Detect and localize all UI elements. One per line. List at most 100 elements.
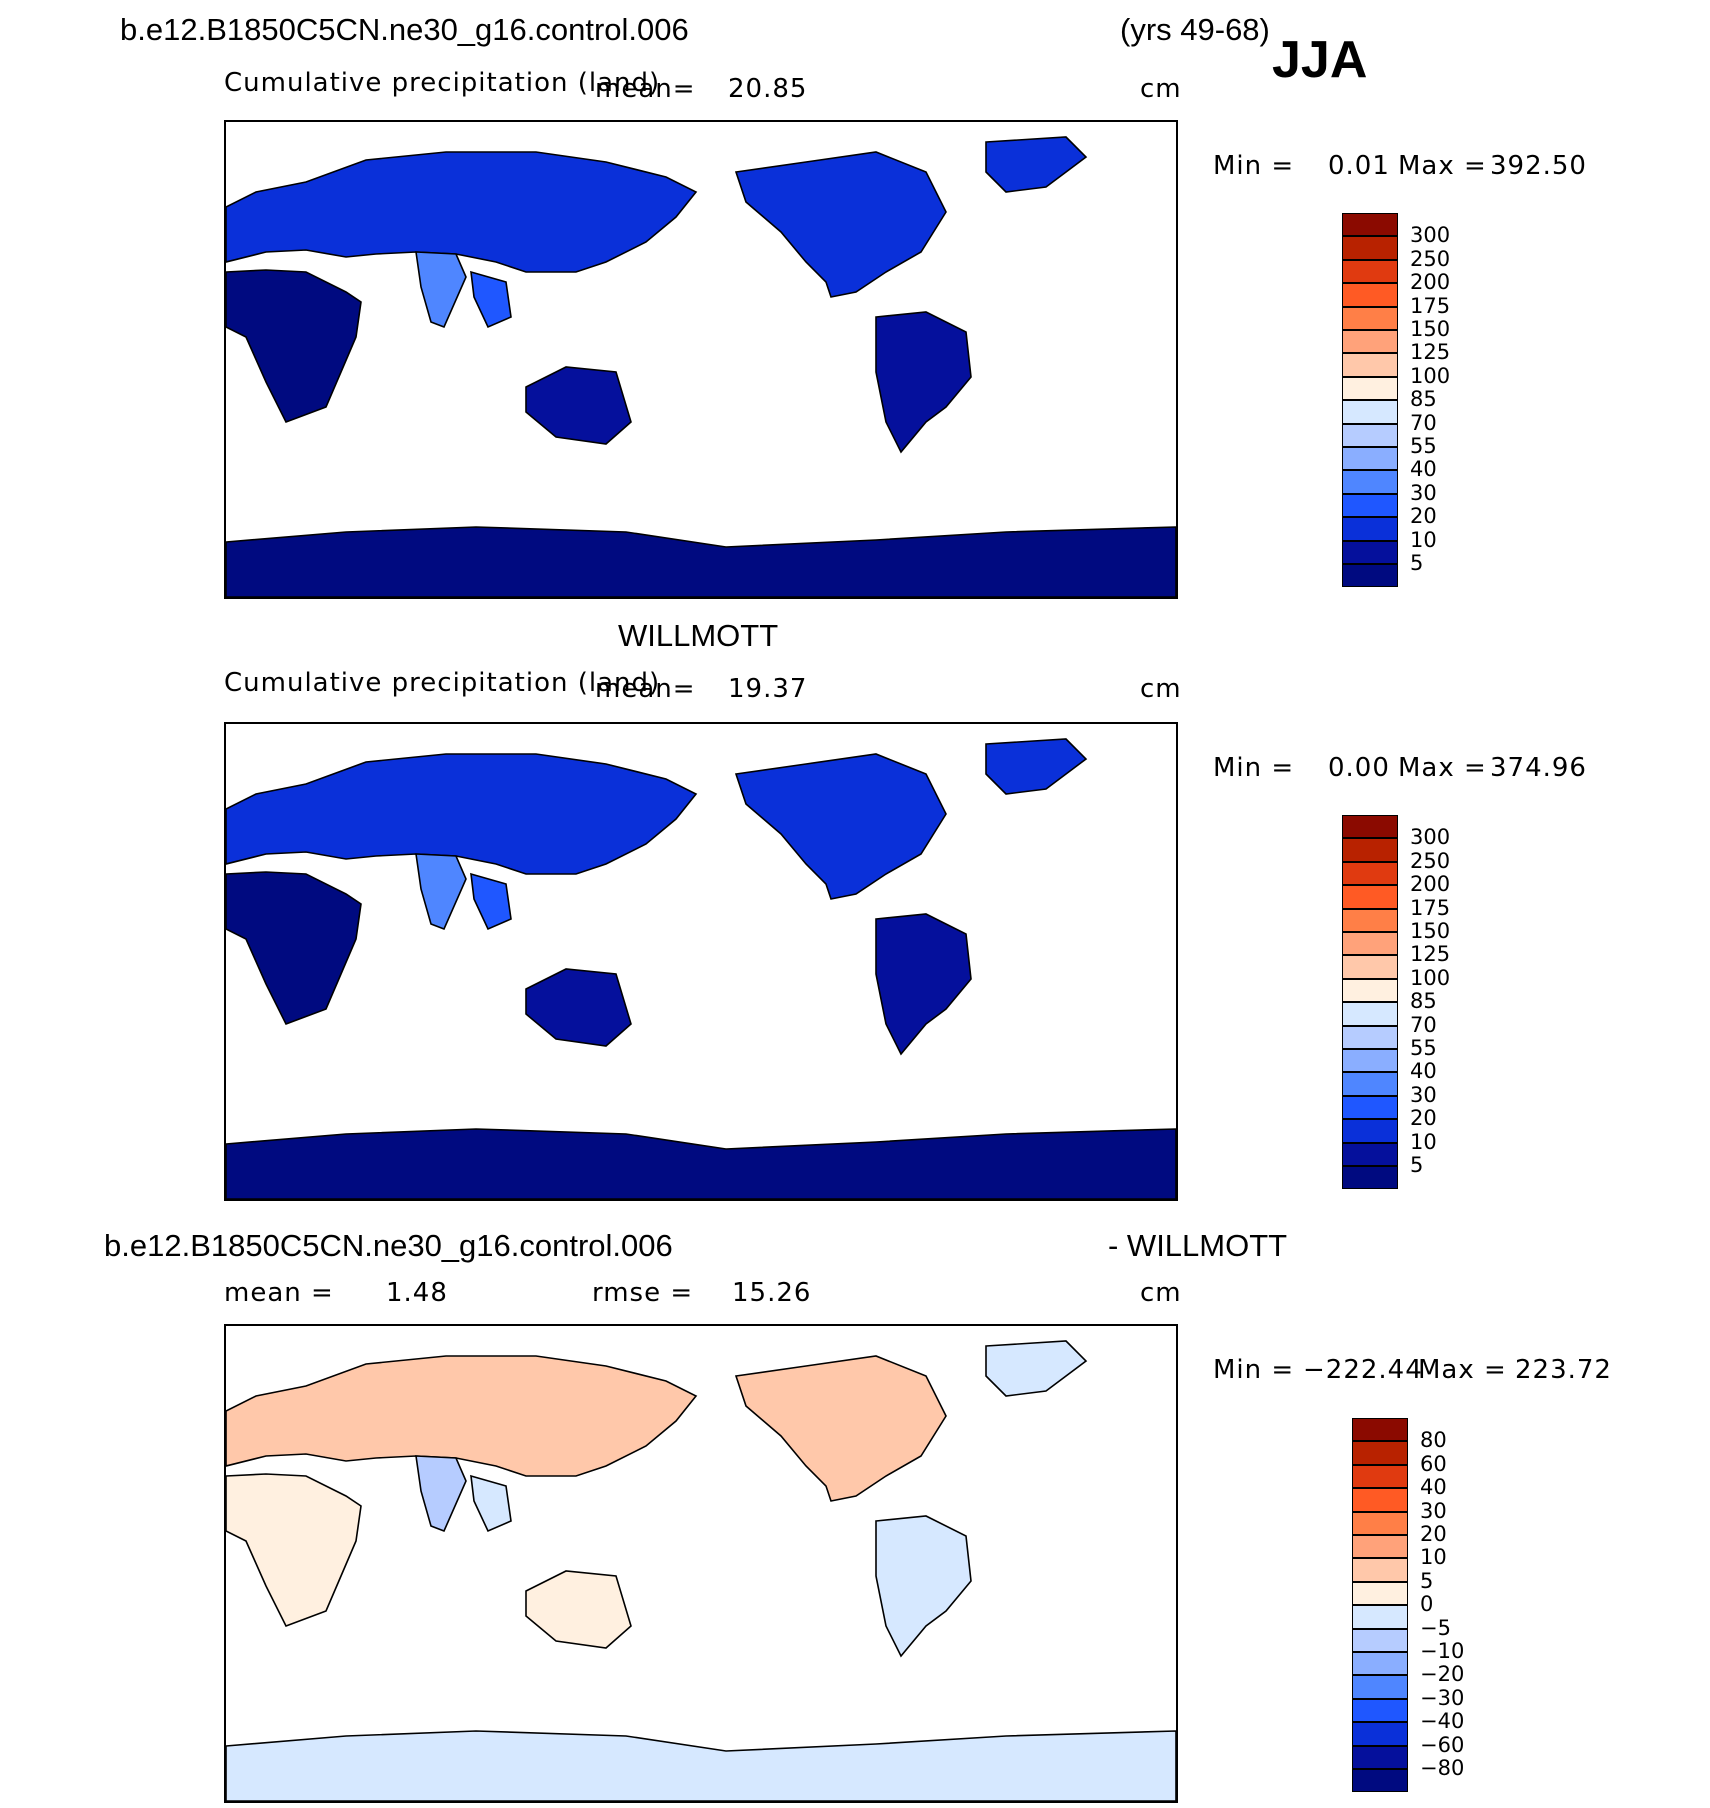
- season-label: JJA: [1272, 31, 1368, 89]
- panel2-min-label: Min =: [1213, 753, 1295, 783]
- panel3-max-label: Max =: [1418, 1355, 1507, 1385]
- colorbar-swatch: [1352, 1628, 1408, 1652]
- panel2-colorbar: 300 250 200 175 150 125 100 85 70 55 40 30 20 10 5: [1342, 815, 1450, 1190]
- land-samerica: [875, 311, 972, 454]
- colorbar-label: −30: [1420, 1685, 1465, 1710]
- colorbar-swatch: [1342, 1072, 1398, 1096]
- colorbar-swatch: [1342, 978, 1398, 1003]
- land-antarctica: [226, 1128, 1176, 1199]
- panel2-title: WILLMOTT: [618, 618, 779, 653]
- panel3-mean-label: mean =: [224, 1278, 334, 1308]
- colorbar-label: 30: [1420, 1498, 1447, 1523]
- colorbar-label: 175: [1410, 293, 1451, 318]
- panel2-units: cm: [1140, 674, 1182, 704]
- colorbar-swatch: [1352, 1675, 1408, 1699]
- colorbar-swatch: [1352, 1464, 1408, 1489]
- land-samerica: [875, 1515, 972, 1658]
- colorbar-label: −60: [1420, 1732, 1465, 1757]
- panel3-title-right: - WILLMOTT: [1108, 1228, 1288, 1263]
- colorbar-swatch: [1352, 1745, 1408, 1769]
- colorbar-swatch: [1352, 1581, 1408, 1606]
- colorbar-swatch: [1342, 447, 1398, 471]
- colorbar-swatch: [1342, 838, 1398, 862]
- land-india: [415, 853, 467, 931]
- colorbar-swatch: [1352, 1511, 1408, 1535]
- land-antarctica: [226, 1730, 1176, 1801]
- land-namerica: [734, 1355, 947, 1502]
- colorbar-label: 100: [1410, 965, 1451, 990]
- land-greenland: [985, 136, 1088, 193]
- colorbar-label: −40: [1420, 1709, 1465, 1734]
- panel3-mean-value: 1.48: [386, 1278, 448, 1308]
- colorbar-swatch: [1342, 376, 1398, 401]
- colorbar-label: 70: [1410, 410, 1437, 435]
- colorbar-label: −80: [1420, 1756, 1465, 1780]
- colorbar-label: 175: [1410, 895, 1451, 920]
- land-greenland: [985, 738, 1088, 795]
- colorbar-swatch: [1352, 1418, 1408, 1442]
- colorbar-swatch: [1342, 1002, 1398, 1026]
- colorbar-label: 5: [1410, 551, 1424, 575]
- colorbar-swatch: [1352, 1769, 1408, 1793]
- colorbar-swatch: [1342, 400, 1398, 424]
- panel2-max-value: 374.96: [1490, 753, 1587, 783]
- land-africa: [226, 269, 362, 424]
- colorbar-label: 125: [1410, 942, 1451, 967]
- colorbar-swatch: [1342, 932, 1398, 956]
- land-australia: [525, 366, 632, 445]
- colorbar-label: 30: [1410, 480, 1437, 505]
- panel1-max-value: 392.50: [1490, 151, 1587, 181]
- colorbar-swatch: [1342, 236, 1398, 260]
- colorbar-swatch: [1342, 540, 1398, 564]
- land-seasia: [470, 1474, 512, 1533]
- colorbar-label: 60: [1420, 1451, 1447, 1476]
- colorbar-label: 150: [1410, 919, 1451, 943]
- colorbar-swatch: [1342, 564, 1398, 588]
- colorbar-label: −5: [1420, 1615, 1451, 1640]
- colorbar-label: 40: [1420, 1475, 1447, 1500]
- case-title: b.e12.B1850C5CN.ne30_g16.control.006: [120, 12, 689, 47]
- panel2-max-label: Max =: [1398, 753, 1487, 783]
- colorbar-swatch: [1342, 493, 1398, 518]
- colorbar-swatch: [1342, 955, 1398, 979]
- panel3-map: [224, 1324, 1178, 1803]
- panel2-map-svg: [226, 738, 1176, 1199]
- panel1-units: cm: [1140, 74, 1182, 104]
- colorbar-swatch: [1352, 1605, 1408, 1629]
- panel2-mean-value: 19.37: [728, 674, 808, 704]
- panel3-max-value: 223.72: [1515, 1355, 1612, 1385]
- panel3-min-label: Min =: [1213, 1355, 1295, 1385]
- colorbar-label: 250: [1410, 848, 1451, 873]
- colorbar-label: 55: [1410, 434, 1437, 458]
- colorbar-swatch: [1352, 1441, 1408, 1465]
- colorbar-swatch: [1352, 1488, 1408, 1512]
- colorbar-swatch: [1342, 1049, 1398, 1073]
- colorbar-label: 5: [1420, 1568, 1434, 1593]
- colorbar-label: 70: [1410, 1012, 1437, 1037]
- panel1-subtitle: Cumulative precipitation (land): [224, 68, 661, 98]
- colorbar-label: 20: [1420, 1522, 1447, 1546]
- colorbar-label: 40: [1410, 457, 1437, 482]
- colorbar-label: −20: [1420, 1662, 1465, 1687]
- land-antarctica: [226, 526, 1176, 597]
- colorbar-label: 30: [1410, 1082, 1437, 1107]
- panel2-mean-label: mean=: [595, 674, 696, 704]
- colorbar-swatch: [1342, 815, 1398, 839]
- panel2-subtitle: Cumulative precipitation (land): [224, 668, 661, 698]
- colorbar-label: 0: [1420, 1592, 1434, 1617]
- colorbar-swatch: [1352, 1722, 1408, 1746]
- colorbar-swatch: [1352, 1535, 1408, 1559]
- panel3-map-svg: [226, 1340, 1176, 1801]
- panel1-map-svg: [226, 136, 1176, 597]
- panel3-units: cm: [1140, 1278, 1182, 1308]
- colorbar-label: 20: [1410, 504, 1437, 529]
- colorbar-swatch: [1342, 470, 1398, 494]
- panel1-mean-value: 20.85: [728, 74, 808, 104]
- colorbar-swatch: [1342, 885, 1398, 909]
- colorbar-label: 125: [1410, 340, 1451, 365]
- panel1-colorbar: 300 250 200 175 150 125 100 85 70 55 40 30 20 10 5: [1342, 213, 1450, 588]
- colorbar-swatch: [1342, 1095, 1398, 1120]
- panel3-rmse-value: 15.26: [732, 1278, 812, 1308]
- colorbar-swatch: [1342, 1142, 1398, 1166]
- colorbar-label: 10: [1410, 527, 1437, 552]
